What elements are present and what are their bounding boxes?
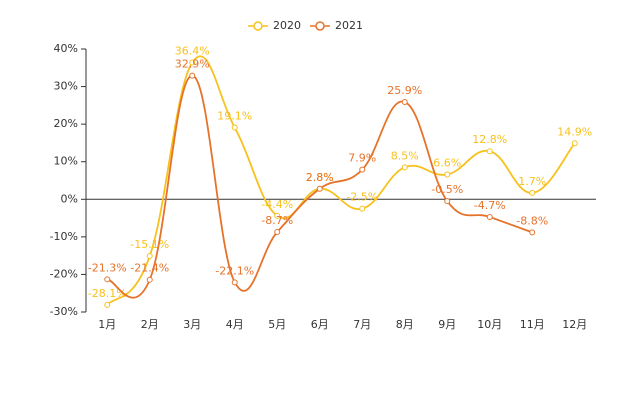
data-point xyxy=(189,72,196,79)
data-point xyxy=(231,124,238,131)
data-label: -22.1% xyxy=(215,264,254,277)
legend-marker xyxy=(253,21,263,31)
data-point xyxy=(486,213,493,220)
x-tick-label: 7月 xyxy=(353,318,371,331)
data-label: -4.4% xyxy=(261,198,293,211)
x-tick-label: 6月 xyxy=(311,318,329,331)
data-label: -4.7% xyxy=(474,199,506,212)
y-tick-label: -20% xyxy=(50,267,78,280)
data-label: 2.8% xyxy=(306,171,334,184)
data-point xyxy=(401,164,408,171)
data-label: 1.7% xyxy=(518,175,546,188)
data-point xyxy=(189,59,196,66)
legend-label: 2021 xyxy=(335,19,363,32)
x-tick-label: 8月 xyxy=(396,318,414,331)
data-label: 25.9% xyxy=(387,84,422,97)
data-label: -0.5% xyxy=(431,183,463,196)
data-label: 7.9% xyxy=(348,152,376,165)
data-label: 14.9% xyxy=(557,125,592,138)
y-tick-label: 10% xyxy=(54,155,78,168)
data-point xyxy=(571,140,578,147)
data-point xyxy=(104,301,111,308)
data-point xyxy=(529,189,536,196)
x-tick-label: 5月 xyxy=(268,318,286,331)
data-point xyxy=(316,185,323,192)
x-tick-label: 3月 xyxy=(183,318,201,331)
data-point xyxy=(146,253,153,260)
data-point xyxy=(529,229,536,236)
y-tick-label: 30% xyxy=(54,80,78,93)
data-point xyxy=(104,276,111,283)
y-tick-label: 20% xyxy=(54,117,78,130)
data-label: -21.3% xyxy=(88,261,127,274)
data-point xyxy=(359,166,366,173)
data-label: 36.4% xyxy=(175,45,210,58)
legend-label: 2020 xyxy=(273,19,301,32)
x-tick-label: 9月 xyxy=(438,318,456,331)
data-label: -2.5% xyxy=(346,191,378,204)
x-tick-label: 11月 xyxy=(520,318,545,331)
data-label: -15.1% xyxy=(130,238,169,251)
data-label: 19.1% xyxy=(217,110,252,123)
data-point xyxy=(486,148,493,155)
data-point xyxy=(401,98,408,105)
data-point xyxy=(231,279,238,286)
data-point xyxy=(444,171,451,178)
data-point xyxy=(146,276,153,283)
data-point xyxy=(359,205,366,212)
y-tick-label: 40% xyxy=(54,42,78,55)
data-label: -8.8% xyxy=(516,214,548,227)
data-point xyxy=(274,212,281,219)
y-tick-label: -10% xyxy=(50,230,78,243)
data-point xyxy=(444,198,451,205)
data-label: 8.5% xyxy=(391,149,419,162)
data-label: 2.8% xyxy=(306,171,334,184)
y-tick-label: 0% xyxy=(61,192,78,205)
data-label: -21.4% xyxy=(130,262,169,275)
x-tick-label: 4月 xyxy=(226,318,244,331)
data-point xyxy=(274,228,281,235)
data-label: 12.8% xyxy=(472,133,507,146)
data-label: -28.1% xyxy=(88,287,127,300)
x-tick-label: 10月 xyxy=(477,318,502,331)
x-tick-label: 2月 xyxy=(141,318,159,331)
y-tick-label: -30% xyxy=(50,305,78,318)
data-label: 6.6% xyxy=(433,156,461,169)
x-tick-label: 12月 xyxy=(562,318,587,331)
legend-marker xyxy=(315,21,325,31)
data-label: -8.7% xyxy=(261,214,293,227)
data-label: 32.9% xyxy=(175,58,210,71)
x-tick-label: 1月 xyxy=(98,318,116,331)
